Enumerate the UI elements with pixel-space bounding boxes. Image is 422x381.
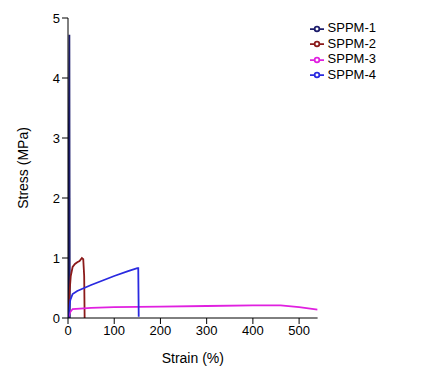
svg-text:500: 500 xyxy=(288,323,310,338)
svg-text:Strain (%): Strain (%) xyxy=(162,350,224,366)
svg-text:400: 400 xyxy=(242,323,264,338)
svg-text:2: 2 xyxy=(53,191,60,206)
html-text:SPPM-1: SPPM-1 xyxy=(327,20,376,35)
html-text:SPPM-4: SPPM-4 xyxy=(327,66,376,82)
svg-text:200: 200 xyxy=(150,323,172,338)
html-text:SPPM-3: SPPM-3 xyxy=(327,51,376,67)
svg-text:0: 0 xyxy=(64,323,71,338)
svg-text:100: 100 xyxy=(103,323,125,338)
svg-text:Stress (MPa): Stress (MPa) xyxy=(15,127,31,209)
html-text:SPPM-2: SPPM-2 xyxy=(327,35,376,51)
svg-text:1: 1 xyxy=(53,251,60,266)
svg-text:3: 3 xyxy=(53,131,60,146)
svg-text:5: 5 xyxy=(53,11,60,26)
svg-text:4: 4 xyxy=(53,71,60,86)
svg-text:0: 0 xyxy=(53,311,60,326)
svg-text:300: 300 xyxy=(196,323,218,338)
